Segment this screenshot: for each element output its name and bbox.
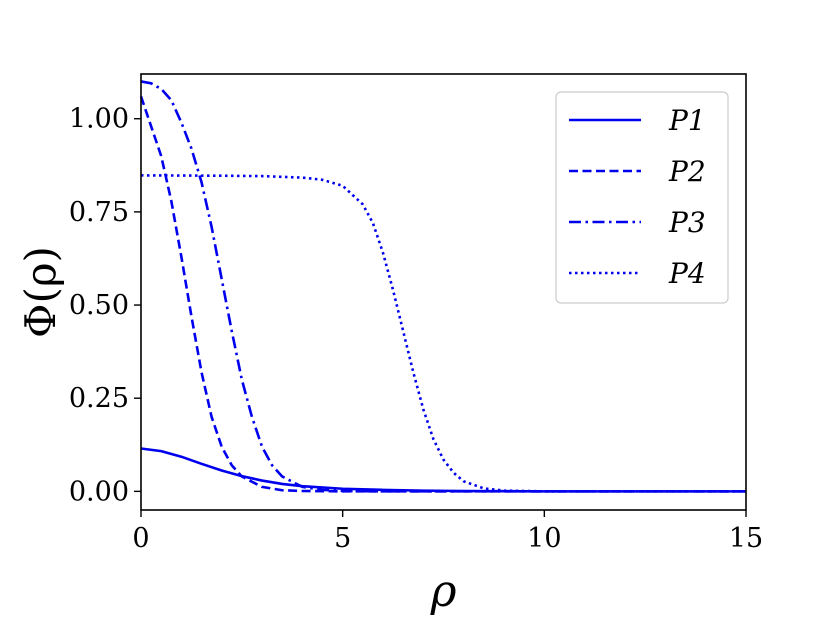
y-tick-label: 0.00: [69, 476, 129, 507]
plot-frame: [140, 73, 747, 511]
legend-label-p3: P3: [668, 206, 706, 239]
legend: P1 P2 P3 P4: [555, 91, 729, 304]
x-axis-label: ρ: [430, 566, 457, 617]
legend-label-p2: P2: [668, 155, 706, 188]
series-layer: [139, 80, 746, 493]
x-tick-label: 5: [334, 523, 351, 554]
legend-label-p4: P4: [668, 257, 706, 290]
x-tick-label: 15: [729, 523, 763, 554]
x-tick-label: 0: [132, 523, 149, 554]
legend-label-p1: P1: [668, 104, 706, 137]
legend-box: [555, 91, 729, 304]
y-axis-ticks: 0.00 0.25 0.50 0.75 1.00: [69, 104, 141, 507]
y-axis-label: Φ(ρ): [16, 246, 65, 338]
series-line-p3: [140, 80, 746, 493]
legend-items: P1 P2 P3 P4: [569, 104, 706, 290]
y-tick-label: 0.25: [69, 383, 129, 414]
y-tick-label: 1.00: [69, 104, 129, 135]
y-tick-label: 0.75: [69, 197, 129, 228]
series-line-p4: [140, 174, 746, 493]
x-axis-ticks: 0 5 10 15: [132, 510, 763, 554]
y-tick-label: 0.50: [69, 290, 129, 321]
x-tick-label: 10: [527, 523, 561, 554]
series-line-p2: [139, 95, 746, 493]
